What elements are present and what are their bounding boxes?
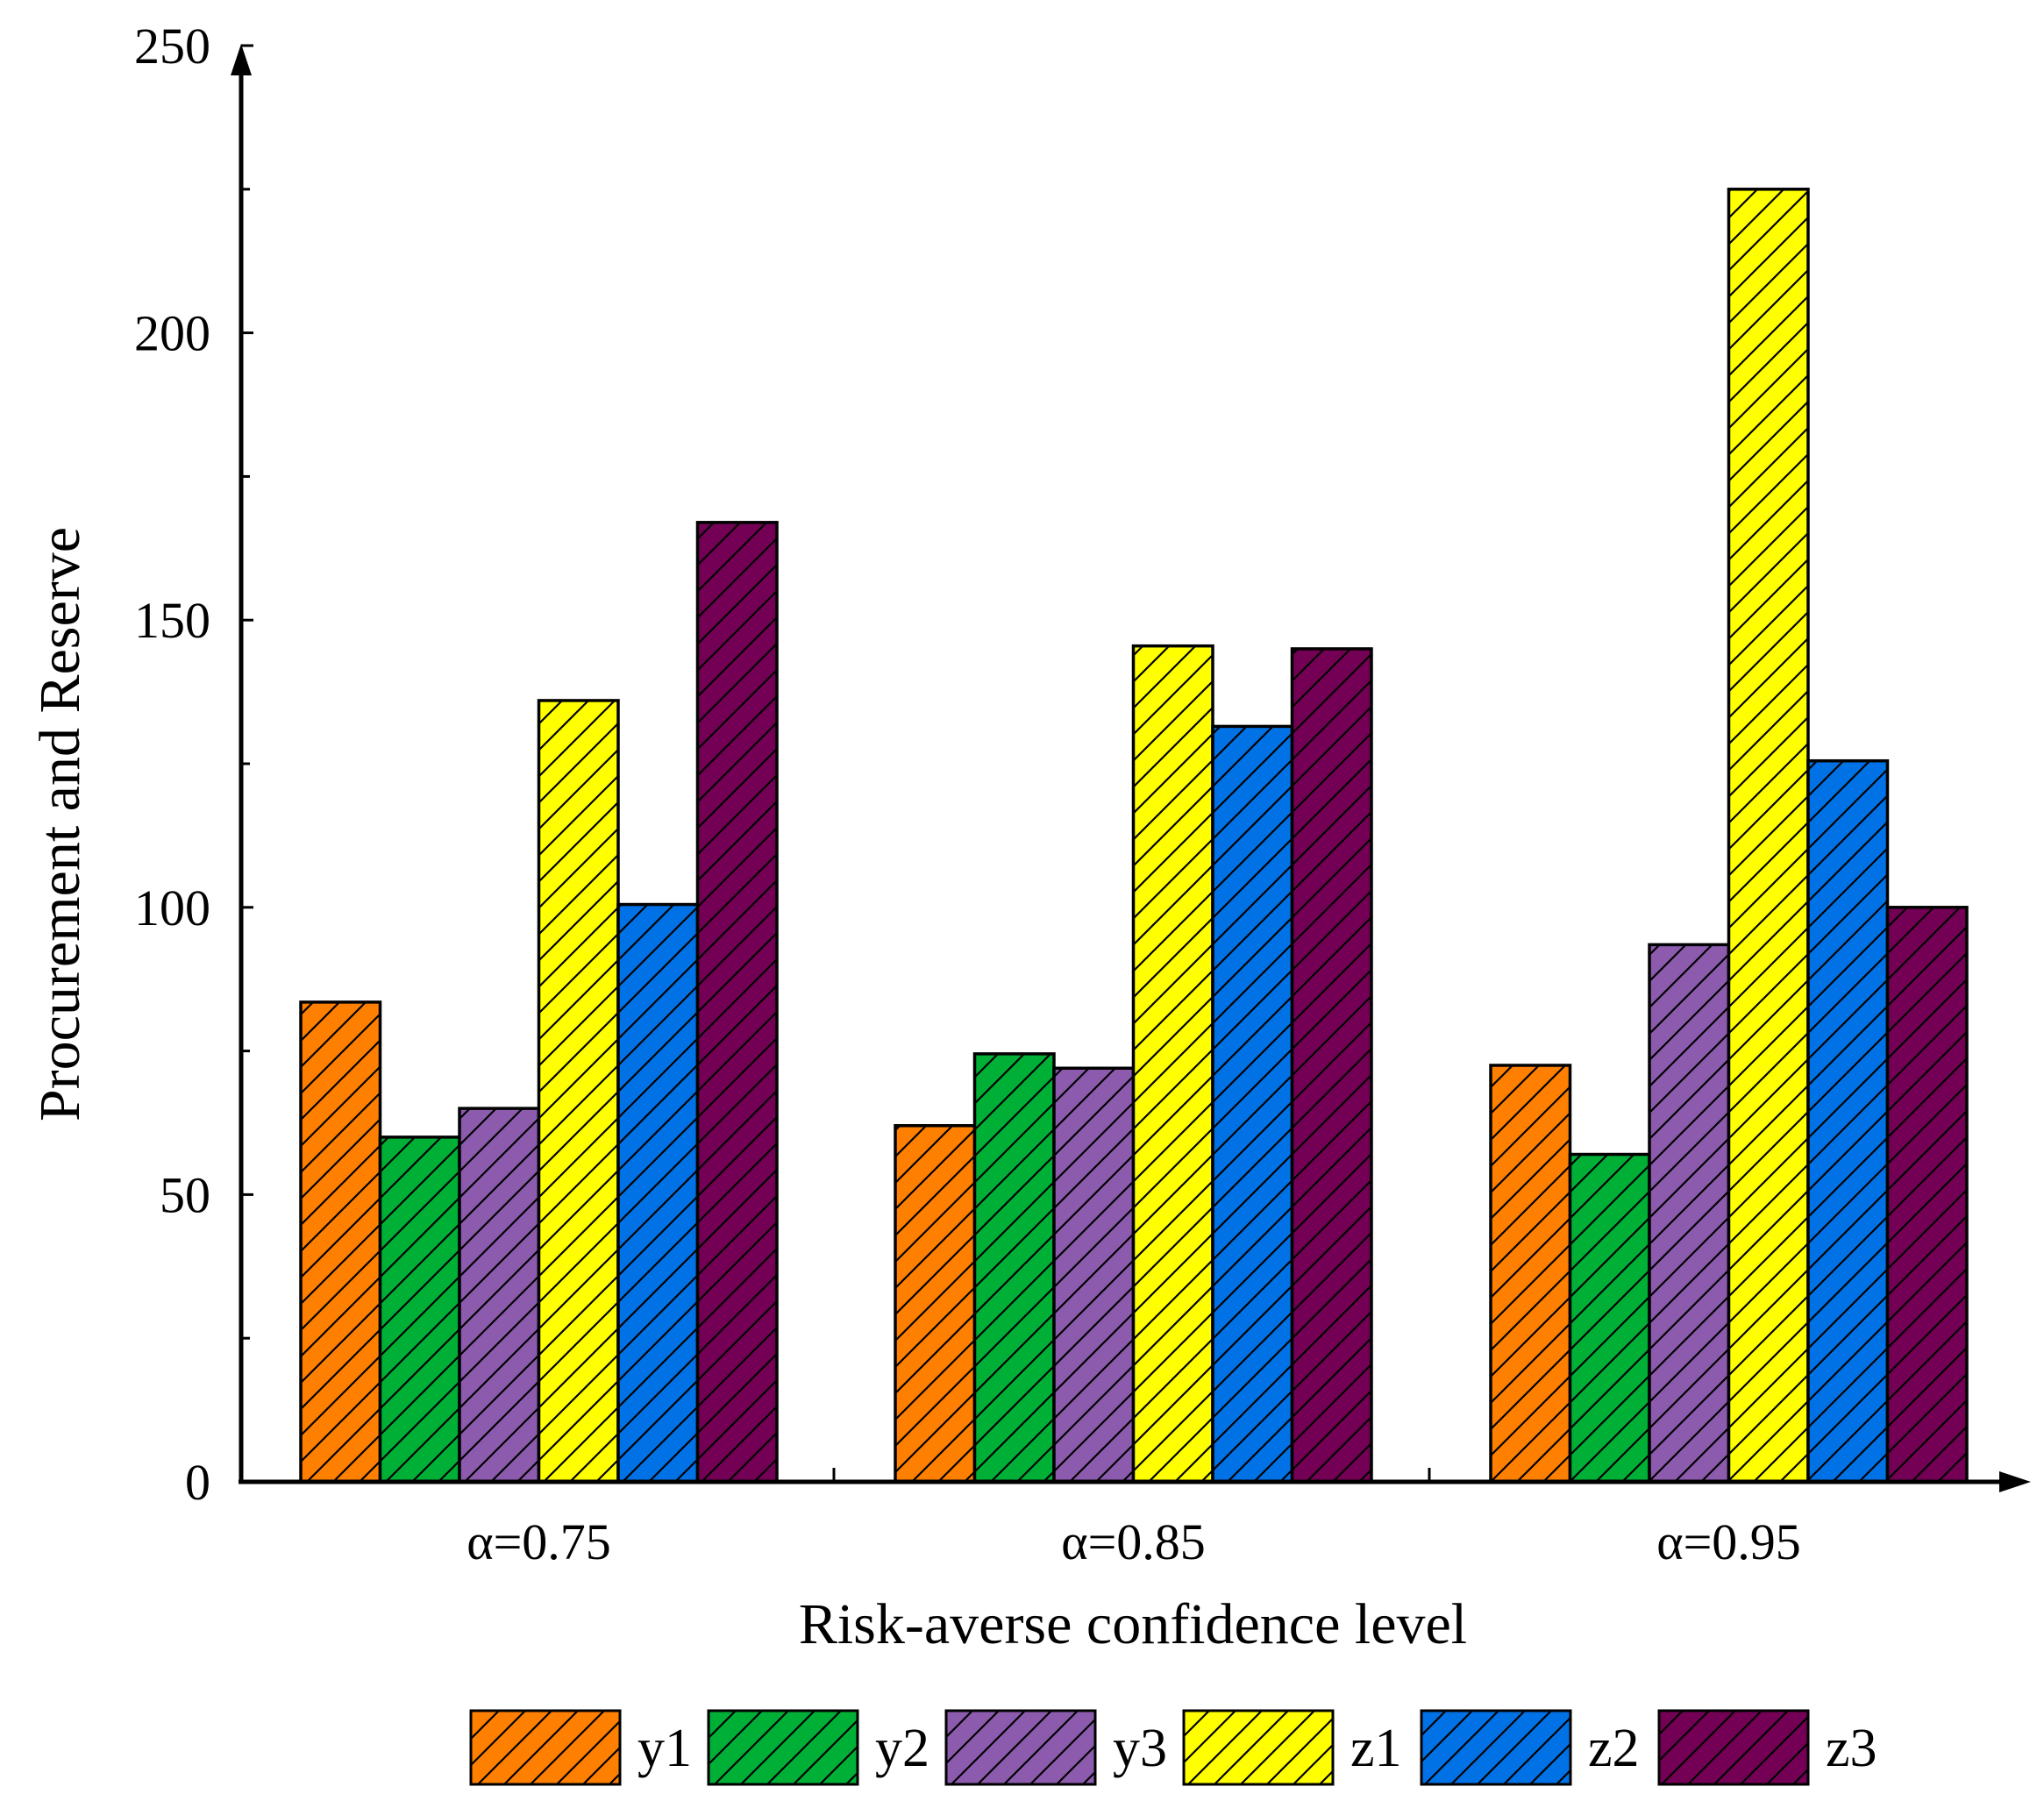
legend-swatch-y1 bbox=[469, 1709, 622, 1786]
legend: y1 y2 y3 z1 z2 z3 bbox=[469, 1709, 1877, 1786]
bar-y3-2 bbox=[1052, 1066, 1136, 1484]
bar-y1-3 bbox=[1489, 1064, 1572, 1484]
y-axis-arrow bbox=[231, 44, 252, 75]
legend-label-y3: y3 bbox=[1113, 1719, 1167, 1778]
bar-z2-3 bbox=[1806, 758, 1890, 1484]
bar-z3-3 bbox=[1885, 906, 1969, 1484]
legend-swatch-z2 bbox=[1420, 1709, 1572, 1786]
y-ticks-group: 0 50 100 150 200 250 bbox=[134, 18, 253, 1511]
x-axis-arrow bbox=[1999, 1471, 2031, 1492]
y-axis-title: Procurement and Reserve bbox=[28, 527, 92, 1121]
bar-z1-1 bbox=[537, 699, 620, 1484]
legend-label-z2: z2 bbox=[1588, 1719, 1640, 1778]
bar-y1-2 bbox=[894, 1124, 977, 1484]
bar-z1-3 bbox=[1727, 188, 1810, 1484]
bar-z2-2 bbox=[1211, 724, 1294, 1484]
legend-swatch-y2 bbox=[707, 1709, 859, 1786]
legend-swatch-z1 bbox=[1182, 1709, 1335, 1786]
bar-y2-2 bbox=[972, 1052, 1056, 1484]
legend-label-y2: y2 bbox=[875, 1719, 929, 1778]
legend-swatch-y3 bbox=[944, 1709, 1097, 1786]
axes-group bbox=[231, 44, 2031, 1492]
y-tick-label: 0 bbox=[185, 1454, 210, 1511]
bar-z1-2 bbox=[1131, 644, 1214, 1484]
y-tick-label: 50 bbox=[160, 1166, 210, 1223]
x-tick-label: α=0.85 bbox=[1061, 1513, 1206, 1570]
y-tick-label: 200 bbox=[134, 305, 210, 362]
legend-label-z1: z1 bbox=[1350, 1719, 1402, 1778]
y-tick-label: 100 bbox=[134, 879, 210, 936]
bar-z3-2 bbox=[1290, 647, 1373, 1484]
y-tick-label: 250 bbox=[134, 18, 210, 75]
x-axis-title: Risk-averse confidence level bbox=[799, 1592, 1467, 1656]
bar-y3-3 bbox=[1648, 943, 1731, 1484]
bars-group bbox=[299, 188, 1969, 1484]
legend-label-z3: z3 bbox=[1826, 1719, 1877, 1778]
x-tick-label: α=0.95 bbox=[1656, 1513, 1801, 1570]
bar-y2-3 bbox=[1568, 1152, 1651, 1484]
bar-y3-1 bbox=[458, 1107, 541, 1484]
bar-y1-1 bbox=[299, 1000, 382, 1484]
legend-label-y1: y1 bbox=[637, 1719, 692, 1778]
bar-z2-1 bbox=[616, 902, 700, 1484]
bar-z3-1 bbox=[695, 521, 779, 1484]
x-ticks-group: α=0.75 α=0.85 α=0.95 bbox=[466, 1468, 1801, 1570]
bar-y2-1 bbox=[378, 1135, 461, 1484]
x-tick-label: α=0.75 bbox=[466, 1513, 611, 1570]
y-tick-label: 150 bbox=[134, 592, 210, 649]
legend-swatch-z3 bbox=[1657, 1709, 1810, 1786]
